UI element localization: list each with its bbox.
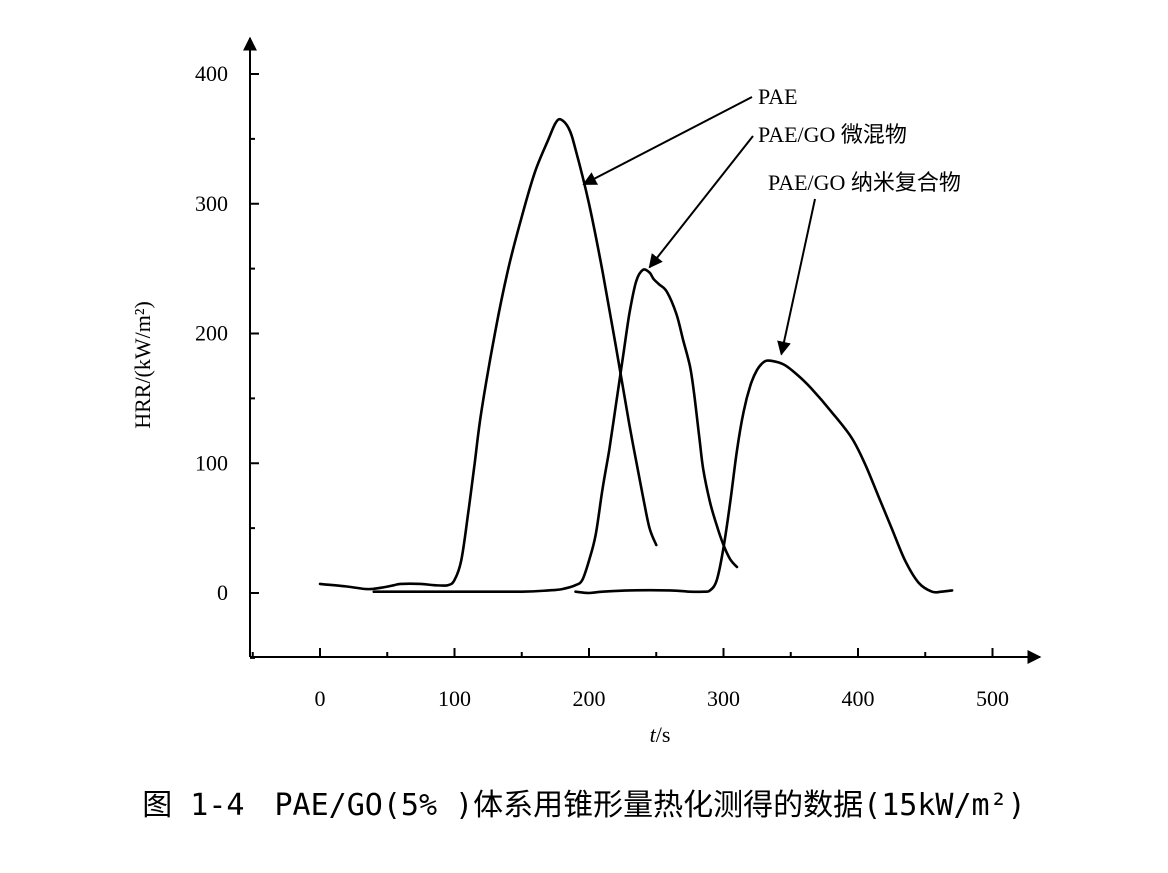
x-tick-label: 0 [315,686,326,711]
axes: 0 100 200 300 400 0 100 200 300 400 500 [195,36,1042,711]
series-pae-go-nano-line [574,359,954,595]
x-tick-label: 500 [976,686,1009,711]
x-tick-label: 300 [707,686,740,711]
y-tick-label: 200 [195,321,228,346]
x-axis-label: t/s [650,722,671,747]
series-pae-go-micro-line [372,268,739,594]
curves [318,117,954,595]
y-axis-label: HRR/(kW/m²) [130,301,155,429]
annotation-pae-go-micro-arrow [648,135,754,269]
figure-caption: 图 1-4 PAE/GO(5% )体系用锥形量热化测得的数据(15kW/m²) [142,788,1026,823]
x-tick-label: 200 [573,686,606,711]
annotation-pae-label: PAE [758,84,798,109]
y-tick-label: 100 [195,450,228,475]
series-pae-line [318,117,658,591]
annotations: PAE PAE/GO 微混物 PAE/GO 纳米复合物 [582,84,961,356]
annotation-pae-go-micro-label: PAE/GO 微混物 [758,122,907,147]
x-tick-label: 100 [438,686,471,711]
annotation-pae-arrow [582,96,753,186]
x-tick-label: 400 [842,686,875,711]
annotation-pae-go-nano-arrow [777,198,816,356]
y-tick-label: 300 [195,191,228,216]
annotation-pae-go-nano-label: PAE/GO 纳米复合物 [768,170,961,195]
y-tick-label: 400 [195,61,228,86]
y-tick-label: 0 [217,580,228,605]
